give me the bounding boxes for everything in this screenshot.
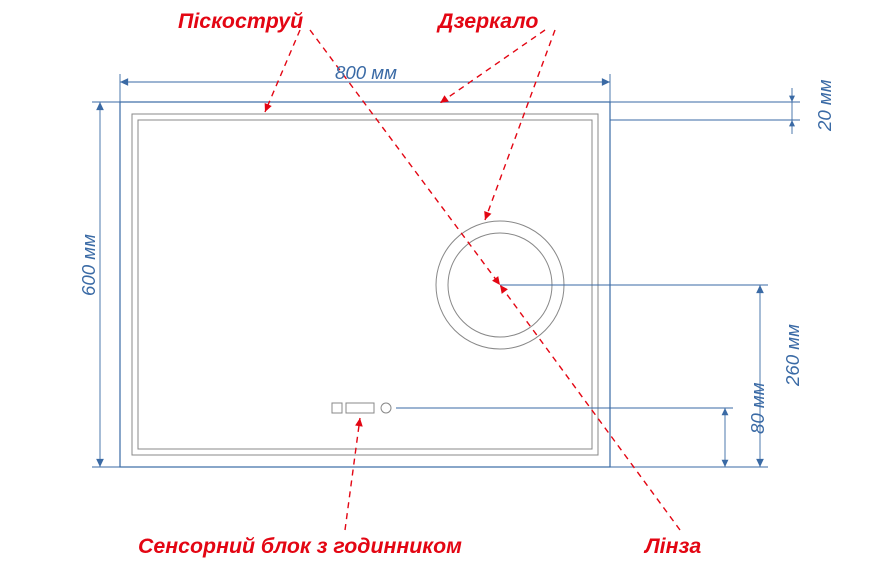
dim-right-80: 80 мм [747, 382, 769, 434]
mirror-inner-rect [138, 120, 592, 449]
diagram-canvas [0, 0, 870, 566]
sensor-block [332, 403, 391, 413]
dim-right-260: 260 мм [782, 324, 804, 386]
dim-right-20: 20 мм [814, 79, 836, 131]
mirror-mid-rect [132, 114, 598, 455]
mirror-outer-rect [120, 102, 610, 467]
dim-left-height: 600 мм [78, 234, 100, 296]
dimension-lines [92, 74, 800, 467]
label-sensor: Сенсорний блок з годинником [138, 534, 462, 559]
dim-top-width: 800 мм [335, 62, 397, 84]
label-mirror: Дзеркало [438, 9, 538, 34]
label-sandblast: Піскоструй [178, 9, 303, 34]
label-lens: Лінза [645, 534, 701, 559]
